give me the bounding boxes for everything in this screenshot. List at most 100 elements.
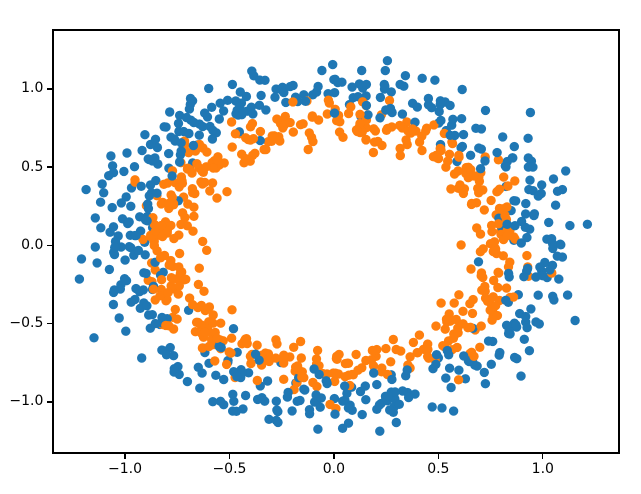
data-point <box>157 312 167 323</box>
data-point <box>226 333 237 343</box>
data-point <box>181 274 191 284</box>
data-point <box>501 162 511 172</box>
data-point <box>149 154 159 164</box>
data-point <box>270 92 280 102</box>
data-point <box>582 219 593 229</box>
data-point <box>254 100 265 111</box>
data-point <box>212 193 222 203</box>
data-point <box>501 295 511 305</box>
data-point <box>458 188 469 199</box>
data-point <box>169 364 179 374</box>
data-point <box>188 140 199 151</box>
data-point <box>382 56 393 66</box>
data-point <box>544 217 554 228</box>
data-point <box>391 344 401 355</box>
data-point <box>431 359 441 369</box>
data-point <box>185 164 195 175</box>
data-point <box>395 150 405 161</box>
data-point <box>198 121 208 132</box>
data-point <box>454 290 464 300</box>
data-point <box>216 318 226 328</box>
data-point <box>104 264 115 275</box>
data-point <box>466 264 476 274</box>
x-tick-label: 0.5 <box>427 461 450 477</box>
data-point <box>478 244 488 254</box>
data-point <box>267 131 277 141</box>
data-point <box>216 342 226 353</box>
data-point <box>159 179 169 189</box>
data-point <box>386 357 396 367</box>
data-point <box>340 358 351 369</box>
data-point <box>250 148 260 158</box>
data-point <box>207 102 217 113</box>
data-point <box>437 403 447 413</box>
data-point <box>315 402 325 412</box>
data-point <box>436 298 446 308</box>
data-point <box>386 87 396 97</box>
data-point <box>210 356 220 366</box>
data-point <box>204 341 214 352</box>
data-point <box>493 155 504 165</box>
data-point <box>475 164 486 174</box>
data-point <box>303 144 313 155</box>
data-point <box>361 395 371 405</box>
data-point <box>324 98 334 108</box>
data-point <box>511 320 521 330</box>
data-point <box>240 153 251 164</box>
data-point <box>487 227 497 237</box>
data-point <box>208 125 218 135</box>
data-point <box>97 179 107 189</box>
data-point <box>412 102 422 112</box>
data-point <box>360 381 370 391</box>
data-point <box>400 71 411 81</box>
data-point <box>196 300 207 311</box>
data-point <box>141 268 151 279</box>
data-point <box>340 372 350 382</box>
data-point <box>188 300 198 310</box>
data-point <box>255 126 266 137</box>
data-point <box>447 138 458 149</box>
data-point <box>457 84 467 95</box>
data-point <box>501 283 512 293</box>
data-point <box>109 285 119 295</box>
data-point <box>372 379 382 390</box>
data-point <box>405 352 415 362</box>
data-point <box>312 381 322 392</box>
data-point <box>275 136 285 146</box>
data-point <box>317 65 327 76</box>
data-point <box>140 215 151 225</box>
data-point <box>427 402 437 412</box>
data-point <box>473 257 484 267</box>
data-point <box>519 334 529 344</box>
data-point <box>228 406 238 416</box>
data-point <box>136 181 146 191</box>
y-tick-mark <box>47 244 52 247</box>
y-tick-mark <box>47 401 52 403</box>
data-point <box>208 397 218 407</box>
data-point <box>95 197 106 207</box>
data-point <box>232 372 242 382</box>
data-point <box>380 65 390 76</box>
data-point <box>149 240 159 251</box>
data-point <box>126 297 136 307</box>
data-point <box>456 114 467 124</box>
data-point <box>331 353 342 364</box>
data-point <box>407 124 418 134</box>
data-point <box>121 326 131 336</box>
data-point <box>384 95 395 106</box>
data-point <box>177 176 187 186</box>
data-point <box>298 119 308 129</box>
data-point <box>522 323 532 333</box>
data-point <box>436 115 446 126</box>
data-point <box>455 180 465 190</box>
data-point <box>524 184 534 195</box>
data-point <box>421 126 431 136</box>
data-point <box>449 169 460 179</box>
data-point <box>289 342 299 352</box>
data-point <box>247 66 257 76</box>
y-tick-mark <box>47 166 52 168</box>
data-point <box>252 375 262 386</box>
data-point <box>476 321 486 331</box>
data-point <box>246 358 256 369</box>
